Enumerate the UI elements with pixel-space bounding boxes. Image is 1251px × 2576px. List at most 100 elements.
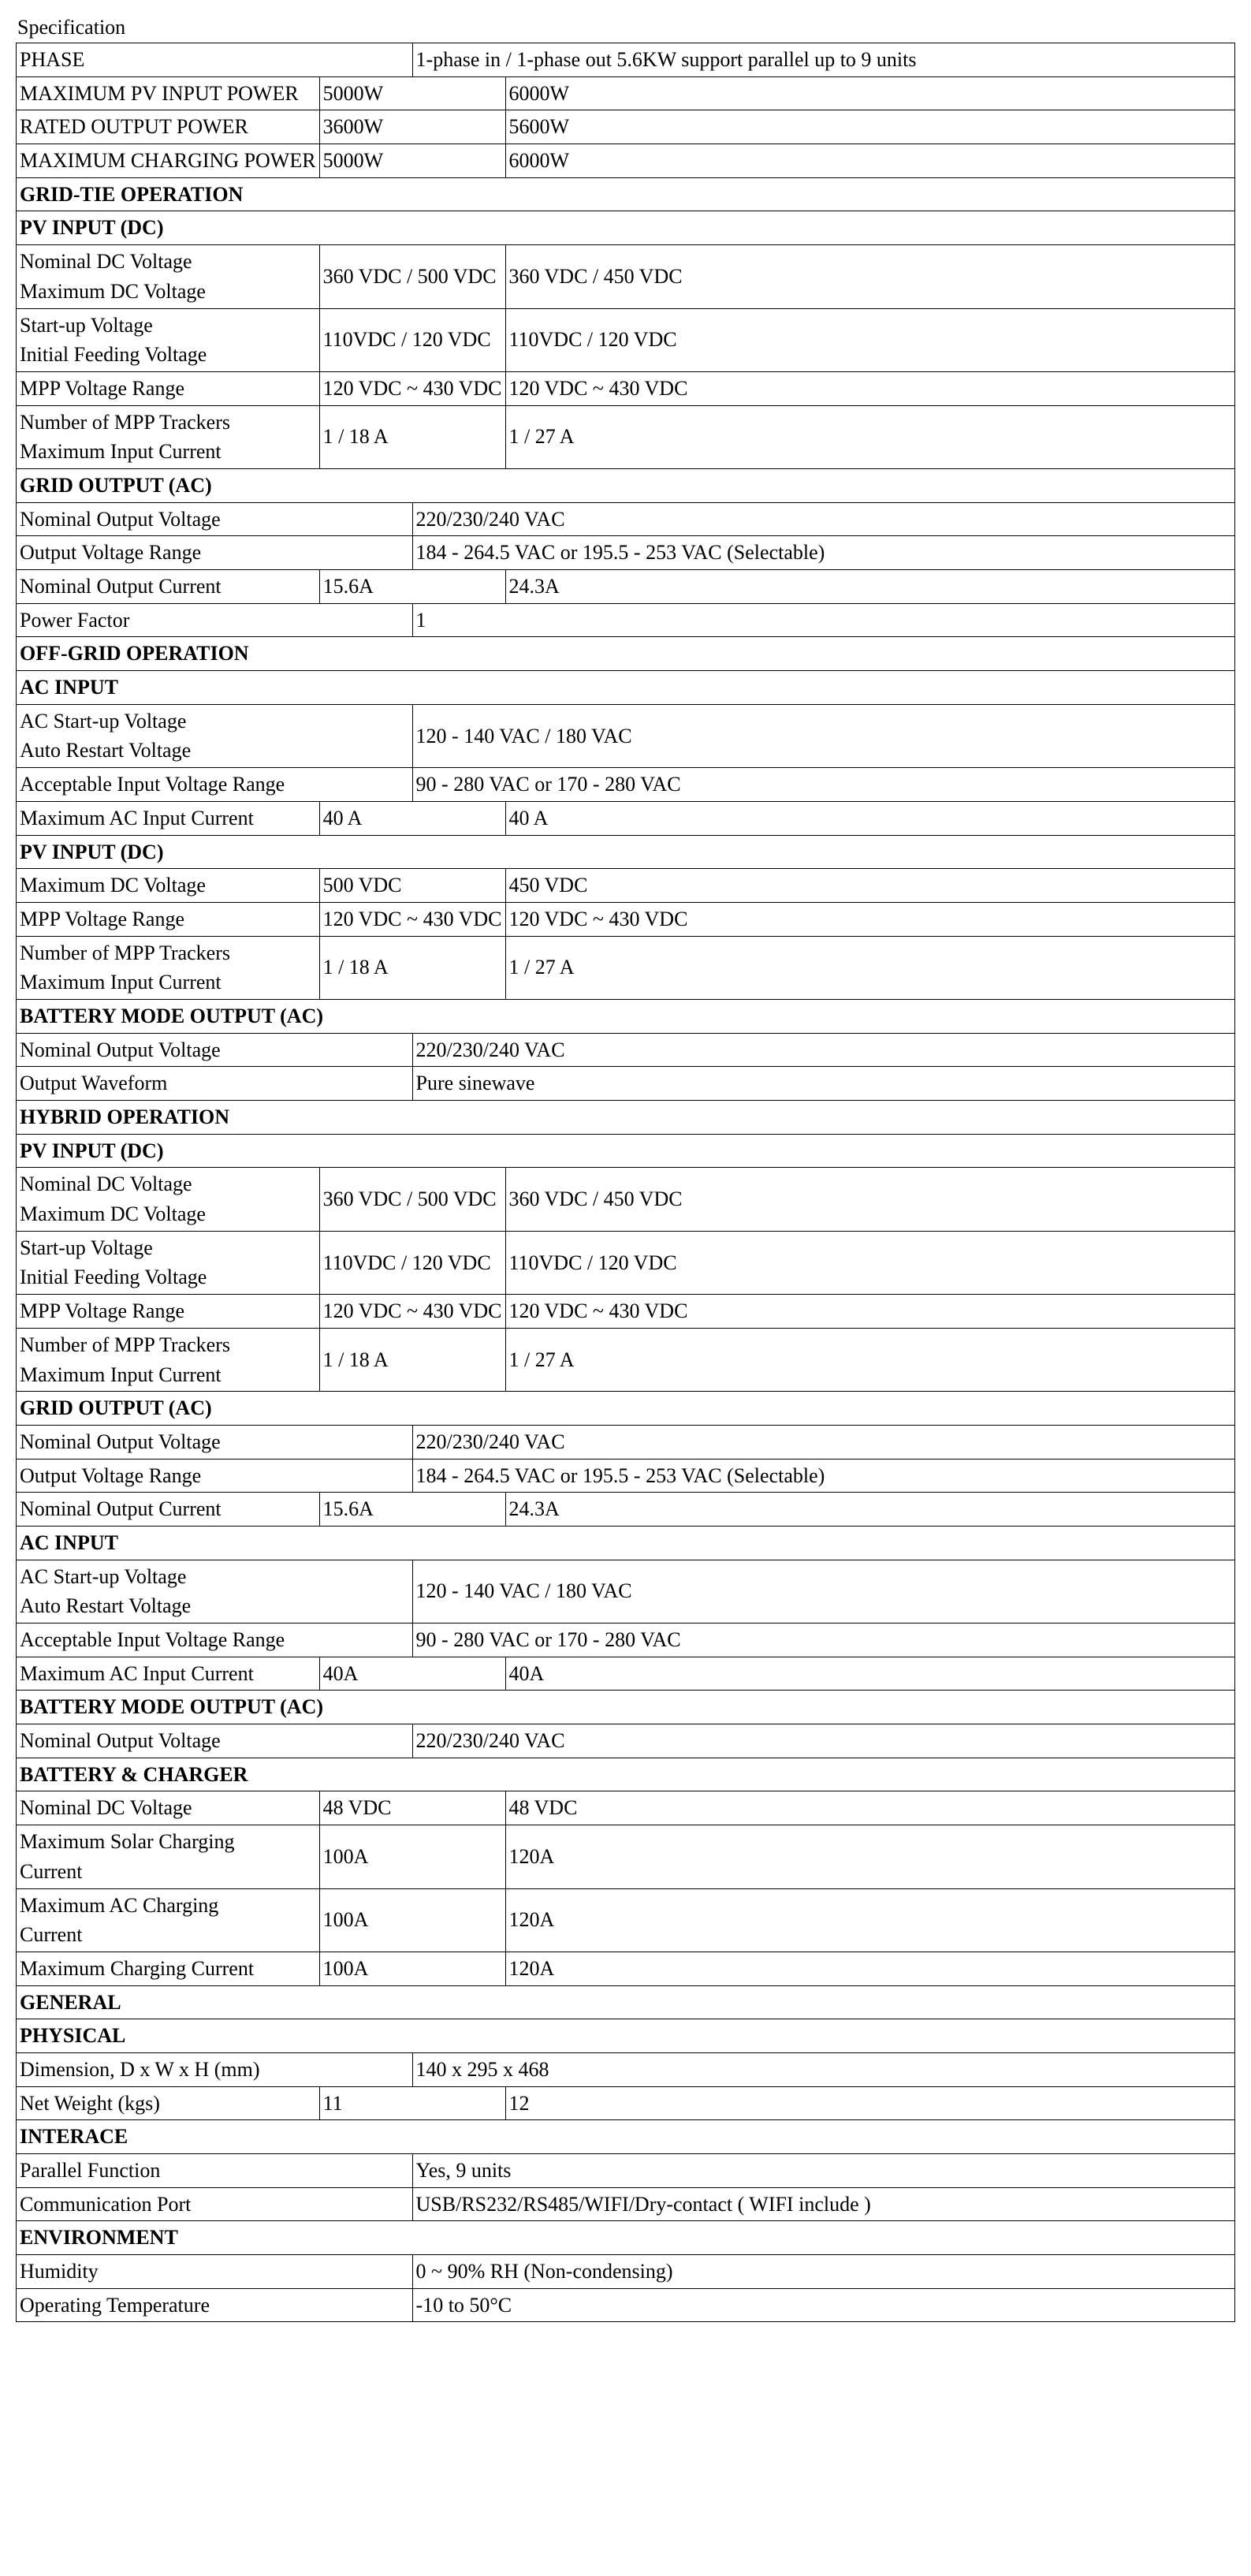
table-row: Maximum Charging Current100A120A (17, 1952, 1235, 1985)
spec-value-2-cell: 120A (505, 1952, 1235, 1985)
spec-label-cell: Nominal Output Voltage (17, 502, 413, 536)
spec-value-merged-cell: Yes, 9 units (412, 2154, 1234, 2188)
spec-value-merged-cell: 0 ~ 90% RH (Non-condensing) (412, 2255, 1234, 2289)
spec-value-merged-cell: -10 to 50°C (412, 2288, 1234, 2322)
table-row: MPP Voltage Range120 VDC ~ 430 VDC120 VD… (17, 902, 1235, 936)
table-row: Number of MPP Trackers Maximum Input Cur… (17, 1328, 1235, 1391)
spec-value-1-cell: 40A (319, 1657, 505, 1691)
spec-value-merged-cell: 220/230/240 VAC (412, 1724, 1234, 1758)
table-row: Number of MPP Trackers Maximum Input Cur… (17, 405, 1235, 468)
table-row: Nominal DC Voltage Maximum DC Voltage360… (17, 245, 1235, 308)
spec-label-cell: Maximum DC Voltage (17, 869, 320, 903)
spec-label-cell: Nominal Output Voltage (17, 1425, 413, 1459)
spec-value-merged-cell: 184 - 264.5 VAC or 195.5 - 253 VAC (Sele… (412, 1459, 1234, 1493)
section-header-cell: HYBRID OPERATION (17, 1101, 1235, 1135)
spec-value-2-cell: 450 VDC (505, 869, 1235, 903)
spec-value-1-cell: 5000W (319, 144, 505, 178)
table-row: MAXIMUM PV INPUT POWER5000W6000W (17, 76, 1235, 110)
spec-value-1-cell: 3600W (319, 110, 505, 144)
table-row: Maximum AC Charging Current100A120A (17, 1888, 1235, 1952)
spec-value-merged-cell: 220/230/240 VAC (412, 502, 1234, 536)
spec-label-cell: PHASE (17, 43, 413, 77)
spec-value-merged-cell: 90 - 280 VAC or 170 - 280 VAC (412, 1624, 1234, 1657)
table-row: BATTERY MODE OUTPUT (AC) (17, 1691, 1235, 1724)
spec-value-1-cell: 5000W (319, 76, 505, 110)
spec-value-merged-cell: Pure sinewave (412, 1067, 1234, 1101)
spec-label-cell: Output Voltage Range (17, 1459, 413, 1493)
spec-value-1-cell: 1 / 18 A (319, 936, 505, 999)
spec-label-cell: RATED OUTPUT POWER (17, 110, 320, 144)
table-row: Humidity0 ~ 90% RH (Non-condensing) (17, 2255, 1235, 2289)
spec-value-2-cell: 6000W (505, 76, 1235, 110)
spec-value-2-cell: 120 VDC ~ 430 VDC (505, 1295, 1235, 1329)
spec-value-2-cell: 24.3A (505, 570, 1235, 604)
table-row: Dimension, D x W x H (mm)140 x 295 x 468 (17, 2052, 1235, 2086)
spec-value-2-cell: 24.3A (505, 1493, 1235, 1527)
table-row: GRID OUTPUT (AC) (17, 1392, 1235, 1426)
spec-label-cell: Start-up Voltage Initial Feeding Voltage (17, 1231, 320, 1294)
spec-label-cell: Acceptable Input Voltage Range (17, 768, 413, 802)
table-row: PV INPUT (DC) (17, 211, 1235, 245)
table-row: Output Voltage Range184 - 264.5 VAC or 1… (17, 536, 1235, 570)
section-header-cell: PV INPUT (DC) (17, 211, 1235, 245)
spec-label-cell: Maximum AC Input Current (17, 801, 320, 835)
spec-label-cell: Communication Port (17, 2187, 413, 2221)
table-row: Maximum Solar Charging Current100A120A (17, 1825, 1235, 1888)
section-header-cell: ENVIRONMENT (17, 2221, 1235, 2255)
spec-label-cell: Start-up Voltage Initial Feeding Voltage (17, 308, 320, 371)
table-row: GENERAL (17, 1985, 1235, 2019)
spec-value-1-cell: 40 A (319, 801, 505, 835)
spec-value-2-cell: 1 / 27 A (505, 936, 1235, 999)
spec-value-2-cell: 120 VDC ~ 430 VDC (505, 902, 1235, 936)
spec-value-merged-cell: 220/230/240 VAC (412, 1425, 1234, 1459)
spec-value-2-cell: 1 / 27 A (505, 1328, 1235, 1391)
table-row: Maximum AC Input Current40A40A (17, 1657, 1235, 1691)
spec-value-1-cell: 15.6A (319, 1493, 505, 1527)
spec-label-cell: Maximum Charging Current (17, 1952, 320, 1985)
spec-value-merged-cell: 90 - 280 VAC or 170 - 280 VAC (412, 768, 1234, 802)
table-row: AC INPUT (17, 671, 1235, 705)
section-header-cell: GRID OUTPUT (AC) (17, 1392, 1235, 1426)
page-title: Specification (16, 16, 1235, 39)
table-row: AC Start-up Voltage Auto Restart Voltage… (17, 704, 1235, 767)
spec-value-merged-cell: 140 x 295 x 468 (412, 2052, 1234, 2086)
spec-value-1-cell: 360 VDC / 500 VDC (319, 1168, 505, 1231)
spec-value-2-cell: 1 / 27 A (505, 405, 1235, 468)
table-row: Maximum AC Input Current40 A40 A (17, 801, 1235, 835)
table-row: Nominal Output Voltage220/230/240 VAC (17, 502, 1235, 536)
section-header-cell: AC INPUT (17, 1526, 1235, 1560)
spec-value-merged-cell: 120 - 140 VAC / 180 VAC (412, 704, 1234, 767)
spec-value-2-cell: 40 A (505, 801, 1235, 835)
spec-value-1-cell: 15.6A (319, 570, 505, 604)
section-header-cell: INTERACE (17, 2120, 1235, 2154)
table-row: MAXIMUM CHARGING POWER5000W6000W (17, 144, 1235, 178)
table-row: PHYSICAL (17, 2019, 1235, 2053)
table-row: MPP Voltage Range120 VDC ~ 430 VDC120 VD… (17, 1295, 1235, 1329)
table-row: Nominal Output Current15.6A24.3A (17, 1493, 1235, 1527)
spec-value-merged-cell: USB/RS232/RS485/WIFI/Dry-contact ( WIFI … (412, 2187, 1234, 2221)
table-row: Nominal DC Voltage48 VDC48 VDC (17, 1791, 1235, 1825)
table-row: PV INPUT (DC) (17, 1134, 1235, 1168)
table-row: Nominal Output Voltage220/230/240 VAC (17, 1033, 1235, 1067)
table-row: MPP Voltage Range120 VDC ~ 430 VDC120 VD… (17, 371, 1235, 405)
section-header-cell: AC INPUT (17, 671, 1235, 705)
spec-value-2-cell: 120 VDC ~ 430 VDC (505, 371, 1235, 405)
section-header-cell: OFF-GRID OPERATION (17, 637, 1235, 671)
spec-label-cell: Nominal Output Current (17, 1493, 320, 1527)
spec-label-cell: Nominal Output Voltage (17, 1033, 413, 1067)
spec-label-cell: Output Waveform (17, 1067, 413, 1101)
spec-value-2-cell: 360 VDC / 450 VDC (505, 1168, 1235, 1231)
section-header-cell: GENERAL (17, 1985, 1235, 2019)
table-row: RATED OUTPUT POWER3600W5600W (17, 110, 1235, 144)
spec-value-1-cell: 100A (319, 1952, 505, 1985)
section-header-cell: PV INPUT (DC) (17, 835, 1235, 869)
spec-label-cell: Nominal DC Voltage Maximum DC Voltage (17, 1168, 320, 1231)
spec-label-cell: Output Voltage Range (17, 536, 413, 570)
spec-value-merged-cell: 184 - 264.5 VAC or 195.5 - 253 VAC (Sele… (412, 536, 1234, 570)
spec-table: PHASE1-phase in / 1-phase out 5.6KW supp… (16, 43, 1235, 2322)
table-row: AC INPUT (17, 1526, 1235, 1560)
spec-label-cell: Nominal DC Voltage Maximum DC Voltage (17, 245, 320, 308)
section-header-cell: GRID-TIE OPERATION (17, 177, 1235, 211)
spec-value-2-cell: 110VDC / 120 VDC (505, 308, 1235, 371)
table-row: Start-up Voltage Initial Feeding Voltage… (17, 308, 1235, 371)
